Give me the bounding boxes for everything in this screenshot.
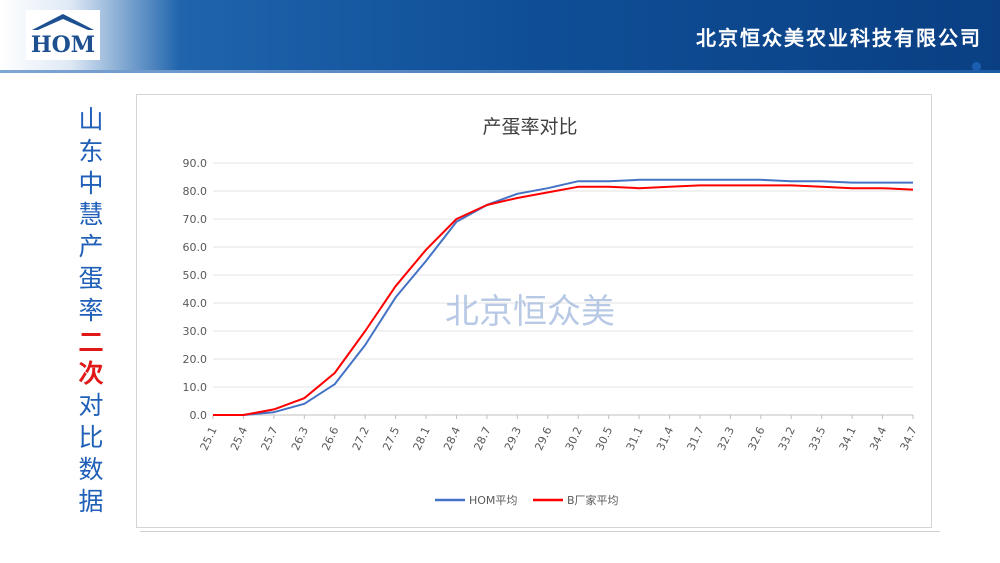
y-tick-label: 90.0 bbox=[183, 157, 208, 170]
x-tick-label: 31.4 bbox=[654, 425, 676, 453]
y-tick-label: 50.0 bbox=[183, 269, 208, 282]
side-title: 山东中慧产蛋率二次对比数据 bbox=[74, 104, 108, 517]
x-tick-label: 29.3 bbox=[502, 425, 524, 453]
side-title-char: 东 bbox=[78, 136, 104, 166]
series-lines bbox=[213, 178, 914, 416]
logo-text: HOM bbox=[31, 32, 95, 58]
x-tick-label: 34.7 bbox=[898, 425, 920, 453]
header-divider bbox=[0, 70, 1000, 73]
x-tick-label: 25.4 bbox=[228, 425, 250, 453]
series-line-hom bbox=[213, 178, 913, 416]
x-tick-label: 28.4 bbox=[441, 425, 463, 453]
side-title-char: 率 bbox=[78, 295, 104, 325]
x-tick-label: 26.6 bbox=[319, 425, 341, 453]
x-tick-label: 26.3 bbox=[289, 425, 311, 453]
legend-label: B厂家平均 bbox=[567, 493, 619, 507]
y-tick-label: 40.0 bbox=[183, 297, 208, 310]
series-line-b-factory bbox=[213, 184, 914, 416]
x-tick-label: 34.4 bbox=[867, 425, 889, 453]
y-tick-label: 70.0 bbox=[183, 213, 208, 226]
x-tick-label: 29.6 bbox=[532, 425, 554, 453]
side-title-char: 比 bbox=[78, 422, 104, 452]
x-tick-label: 33.5 bbox=[806, 425, 828, 453]
x-tick-label: 31.7 bbox=[685, 425, 707, 453]
y-tick-labels: 0.0 10.0 20.0 30.0 40.0 50.0 60.0 70.0 80.0 90.0 bbox=[183, 157, 208, 422]
header-bar bbox=[0, 0, 1000, 70]
hom-logo: HOM bbox=[26, 10, 100, 60]
x-tick-label: 25.7 bbox=[258, 425, 280, 453]
y-tick-label: 60.0 bbox=[183, 241, 208, 254]
x-tick-labels: 25.1 25.4 25.7 26.3 26.6 27.2 27.5 28.1 28.4 28.7… bbox=[198, 415, 920, 452]
x-tick-label: 34.1 bbox=[837, 425, 859, 453]
watermark: 北京恒众美 bbox=[445, 292, 615, 332]
y-tick-label: 0.0 bbox=[190, 409, 208, 422]
line-chart: 产蛋率对比 0.0 10.0 20.0 30.0 40.0 50.0 60.0 70.0 80.… bbox=[183, 116, 920, 507]
x-tick-label: 27.5 bbox=[380, 425, 402, 453]
x-tick-label: 32.6 bbox=[745, 425, 767, 453]
side-title-char: 慧 bbox=[78, 200, 104, 230]
x-tick-label: 30.2 bbox=[563, 425, 585, 453]
decor-dot bbox=[972, 62, 981, 71]
x-tick-label: 27.2 bbox=[350, 425, 372, 453]
legend: HOM平均 B厂家平均 bbox=[435, 493, 619, 507]
bottom-divider bbox=[140, 531, 940, 532]
y-gridlines bbox=[213, 162, 913, 416]
side-title-char: 次 bbox=[78, 359, 104, 389]
y-tick-label: 80.0 bbox=[183, 185, 208, 198]
chart-frame: 产蛋率对比 0.0 10.0 20.0 30.0 40.0 50.0 60.0 70.0 80.… bbox=[136, 94, 932, 528]
x-tick-label: 25.1 bbox=[198, 425, 220, 453]
y-tick-label: 20.0 bbox=[183, 353, 208, 366]
y-tick-label: 10.0 bbox=[183, 381, 208, 394]
side-title-char: 对 bbox=[78, 391, 104, 421]
side-title-char: 蛋 bbox=[78, 263, 104, 293]
side-title-char: 据 bbox=[78, 486, 104, 516]
x-tick-label: 28.7 bbox=[471, 425, 493, 453]
legend-label: HOM平均 bbox=[469, 494, 517, 507]
x-tick-label: 33.2 bbox=[776, 425, 798, 453]
side-title-char: 中 bbox=[78, 168, 104, 198]
side-title-char: 二 bbox=[78, 327, 104, 357]
x-tick-label: 32.3 bbox=[715, 425, 737, 453]
y-tick-label: 30.0 bbox=[183, 325, 208, 338]
side-title-char: 山 bbox=[78, 105, 104, 134]
x-tick-label: 31.1 bbox=[624, 425, 646, 453]
side-title-char: 产 bbox=[78, 232, 104, 262]
company-name: 北京恒众美农业科技有限公司 bbox=[696, 26, 982, 50]
x-tick-label: 30.5 bbox=[593, 425, 615, 453]
chart-title: 产蛋率对比 bbox=[482, 116, 577, 138]
x-tick-label: 28.1 bbox=[411, 425, 433, 453]
side-title-char: 数 bbox=[78, 454, 104, 484]
